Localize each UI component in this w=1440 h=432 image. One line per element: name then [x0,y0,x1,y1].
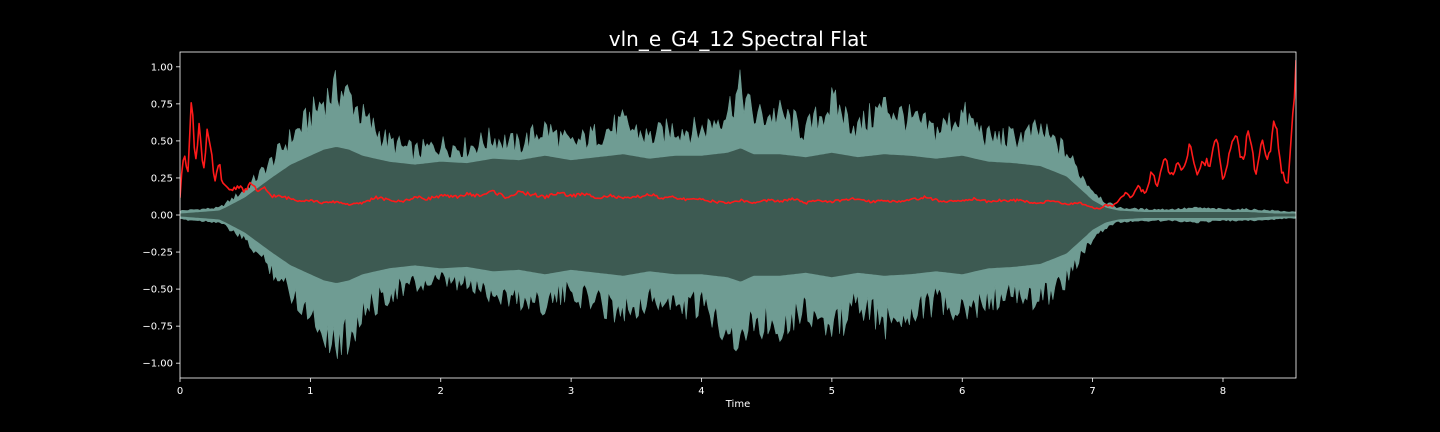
axes: 0 1 2 3 4 5 6 7 8 −1.00 −0.75 −0.50 −0.25 0.00 0.25 0.5… [142,51,1297,397]
x-tick-label: 8 [1220,386,1226,397]
x-tick-label: 6 [959,386,965,397]
x-tick-label: 2 [438,386,444,397]
y-tick-label: 0.00 [151,211,173,222]
y-tick-label: −0.75 [142,322,173,333]
x-tick-label: 4 [698,386,704,397]
y-tick-label: 1.00 [151,62,173,73]
x-axis-label: Time [725,399,750,410]
plot-area [180,60,1296,359]
y-tick-label: −0.50 [142,285,173,296]
y-tick-label: 0.50 [151,136,173,147]
spectral-flatness-line [180,60,1296,210]
x-tick-label: 3 [568,386,574,397]
y-tick-label: −1.00 [142,359,173,370]
y-tick-label: 0.25 [151,173,173,184]
x-tick-label: 0 [177,386,183,397]
x-tick-label: 7 [1089,386,1095,397]
waveform-body [180,147,1296,283]
chart-title: vln_e_G4_12 Spectral Flat [609,27,868,51]
x-tick-label: 5 [829,386,835,397]
plot-content [180,60,1296,359]
y-tick-label: 0.75 [151,99,173,110]
y-tick-label: −0.25 [142,248,173,259]
x-tick-label: 1 [307,386,313,397]
